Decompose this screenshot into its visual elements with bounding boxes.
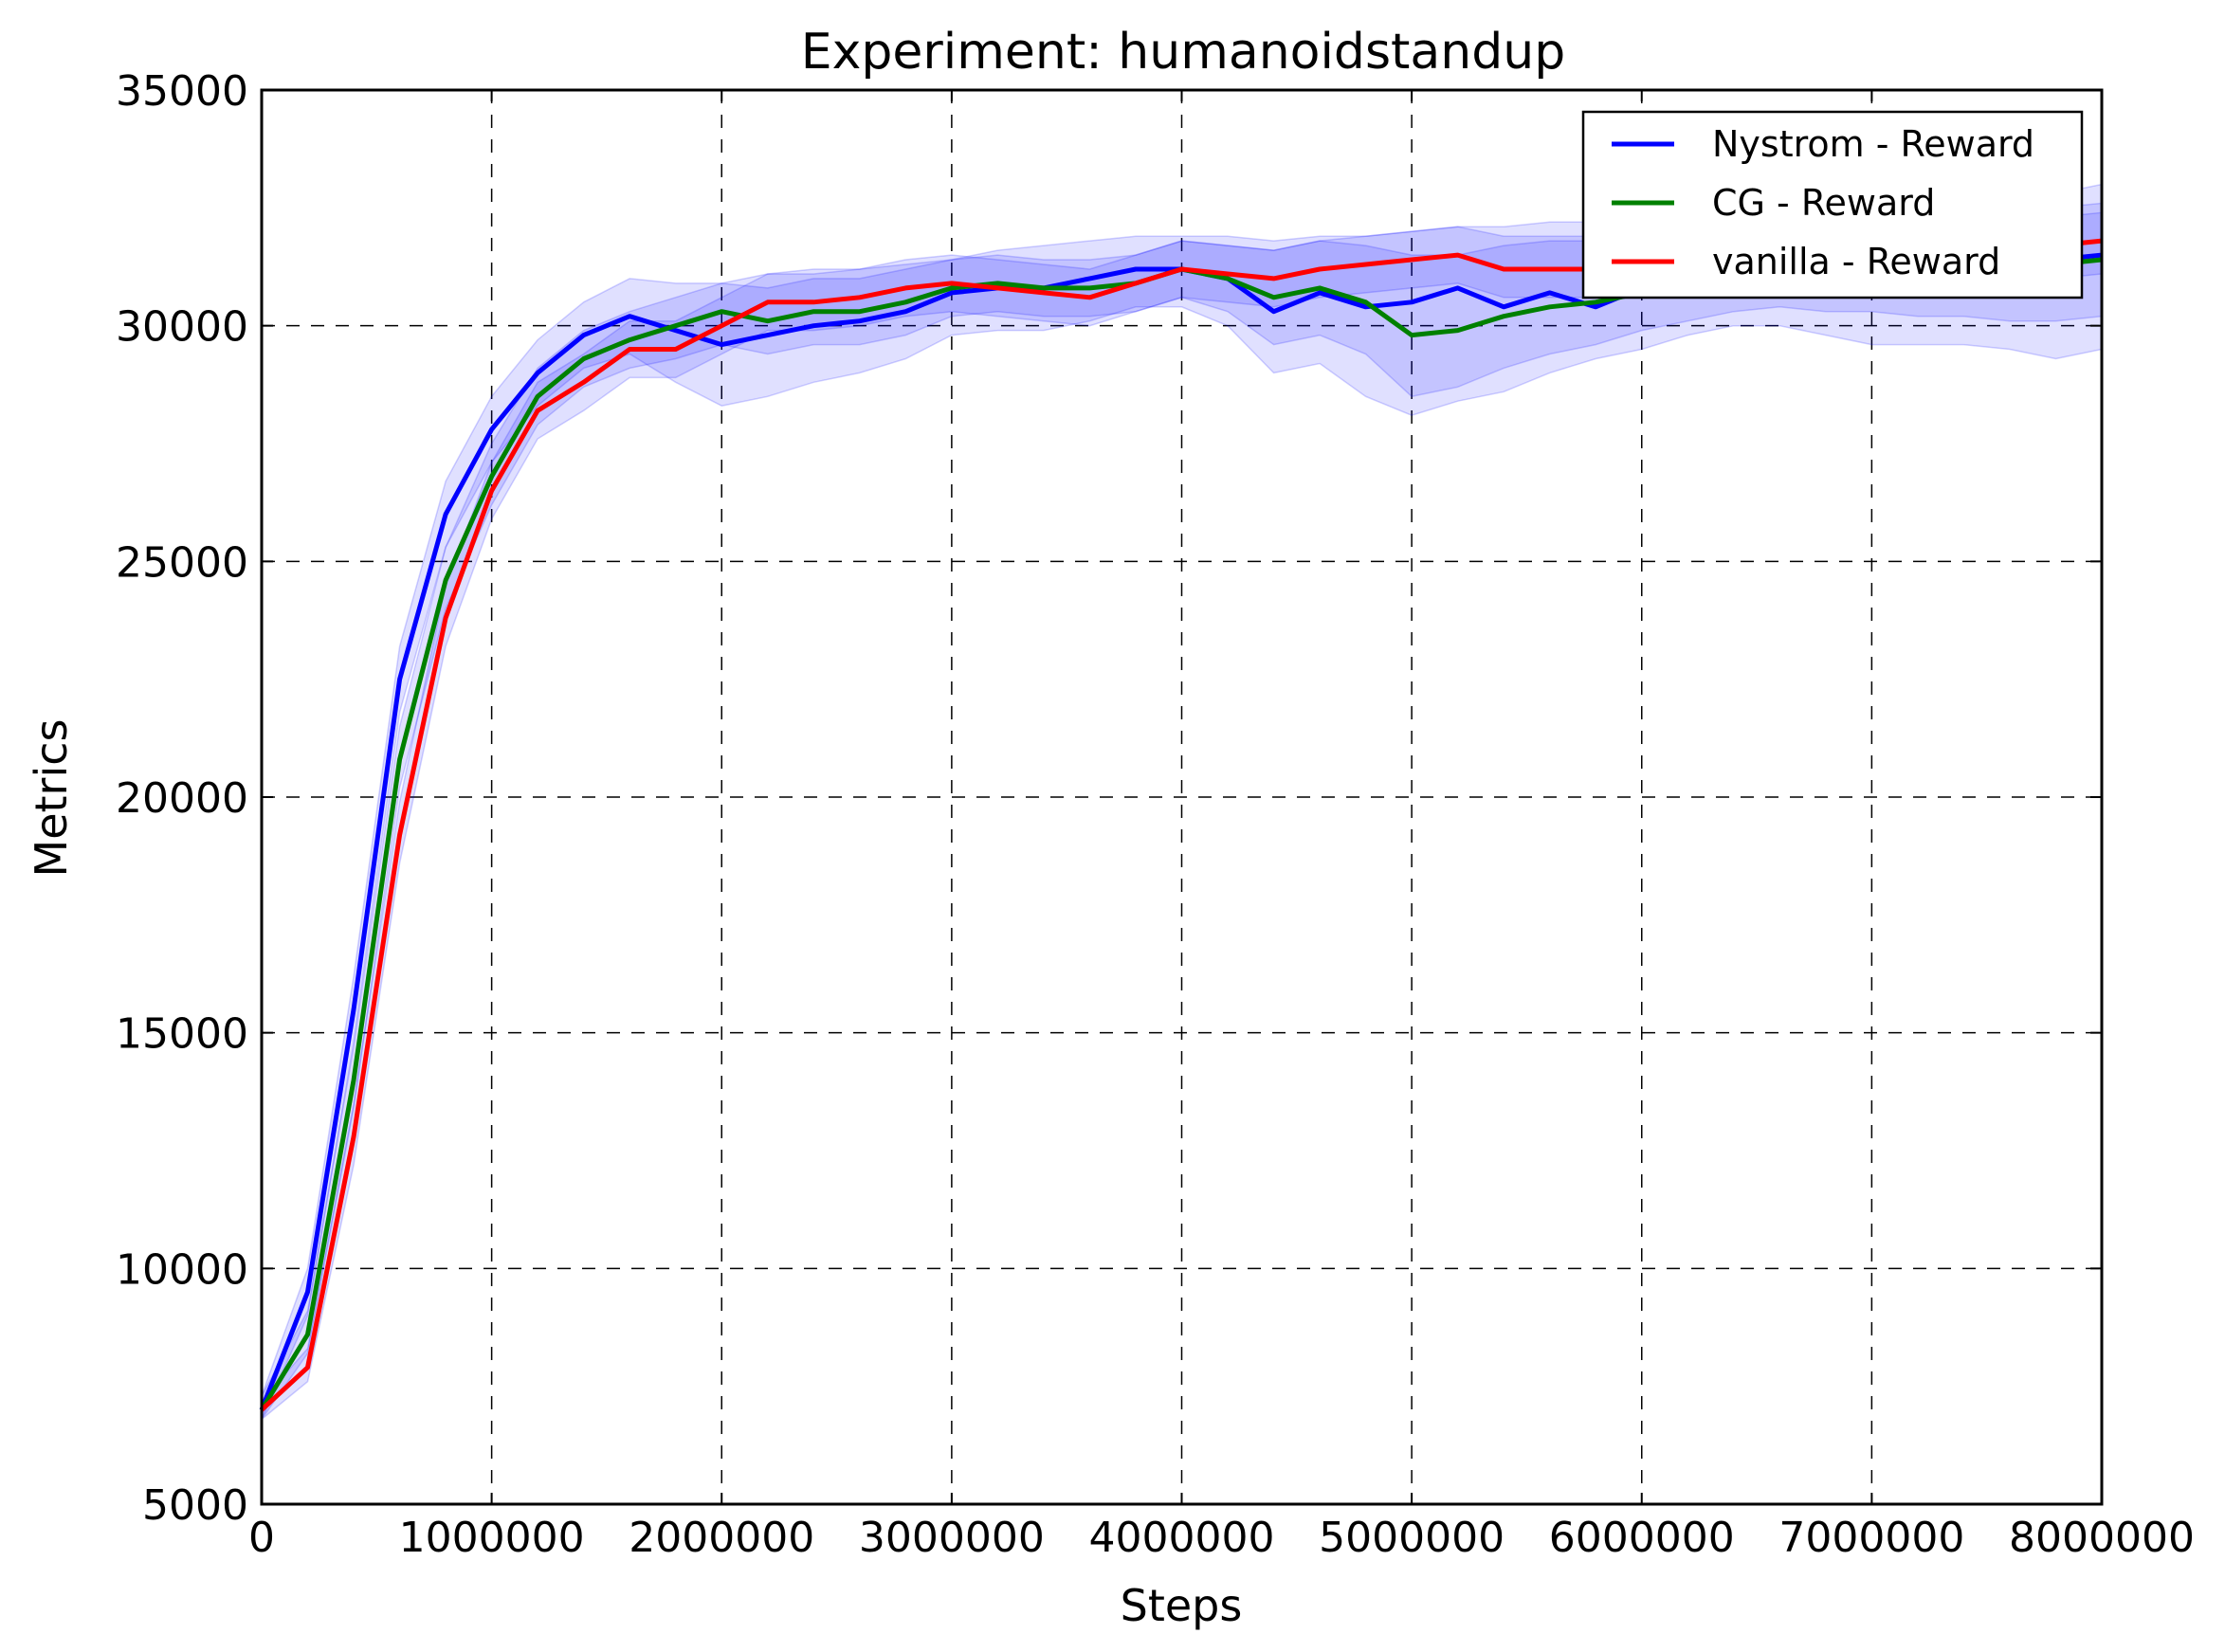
x-tick-label: 5000000 <box>1319 1514 1505 1562</box>
x-tick-label: 7000000 <box>1778 1514 1964 1562</box>
axis-ticks: 0 1000000 2000000 3000000 4000000 5000000 6000… <box>116 67 2195 1562</box>
y-tick-label: 10000 <box>116 1245 248 1294</box>
x-tick-label: 2000000 <box>629 1514 814 1562</box>
chart-title: Experiment: humanoidstandup <box>801 24 1565 81</box>
x-tick-label: 1000000 <box>399 1514 585 1562</box>
y-tick-label: 35000 <box>116 67 248 116</box>
x-axis-label: Steps <box>1121 1580 1243 1631</box>
x-tick-label: 0 <box>248 1514 275 1562</box>
y-tick-label: 15000 <box>116 1010 248 1059</box>
y-tick-label: 30000 <box>116 303 248 352</box>
x-tick-label: 8000000 <box>2009 1514 2195 1562</box>
x-tick-label: 4000000 <box>1089 1514 1275 1562</box>
y-tick-label: 5000 <box>142 1481 248 1530</box>
legend-entries: Nystrom - Reward CG - Reward vanilla - Rew… <box>1612 123 2034 282</box>
y-tick-label: 20000 <box>116 774 248 823</box>
y-tick-label: 25000 <box>116 538 248 587</box>
y-axis-label: Metrics <box>26 719 77 878</box>
legend: Nystrom - Reward CG - Reward vanilla - Rew… <box>1581 110 2084 300</box>
grid-lines <box>262 90 2102 1504</box>
legend-label: vanilla - Reward <box>1712 241 2000 282</box>
legend-label: Nystrom - Reward <box>1712 123 2034 165</box>
x-tick-label: 3000000 <box>859 1514 1045 1562</box>
x-tick-label: 6000000 <box>1549 1514 1735 1562</box>
legend-label: CG - Reward <box>1712 182 1935 224</box>
